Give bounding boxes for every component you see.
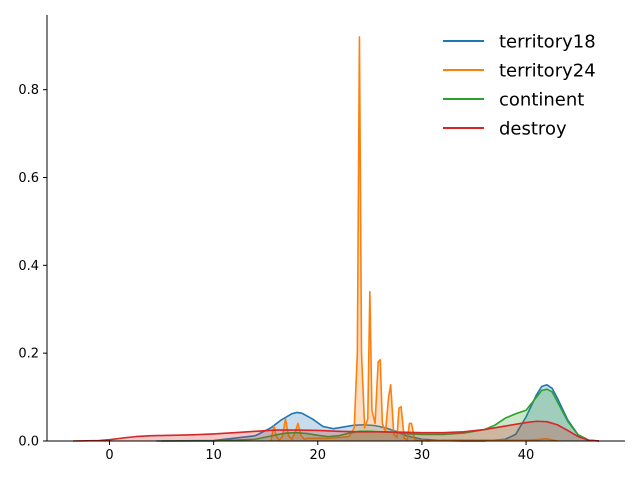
- x-tick-label: 30: [414, 448, 431, 463]
- x-tick-label: 10: [205, 448, 222, 463]
- legend-label-continent: continent: [499, 90, 584, 111]
- y-ticks: 0.0 0.2 0.4 0.6 0.8: [18, 83, 47, 450]
- x-tick-label: 40: [518, 448, 535, 463]
- axes: 0 10 20 30 40 0.0 0.2 0.4 0.6 0.8: [18, 15, 625, 463]
- legend: territory18 territory24 continent destroy: [443, 32, 596, 140]
- series-line-destroy: [73, 420, 600, 442]
- plot-area: [73, 36, 600, 442]
- series-area-territory18: [156, 384, 599, 441]
- y-tick-label: 0.4: [18, 259, 39, 274]
- y-tick-label: 0.8: [18, 83, 39, 98]
- y-tick-label: 0.0: [18, 435, 39, 450]
- series-area-destroy: [73, 421, 599, 441]
- legend-label-destroy: destroy: [499, 119, 567, 140]
- x-tick-label: 20: [310, 448, 327, 463]
- x-tick-label: 0: [105, 448, 113, 463]
- x-ticks: 0 10 20 30 40: [105, 441, 534, 463]
- legend-label-territory18: territory18: [499, 32, 596, 53]
- series-line-continent: [161, 388, 600, 442]
- y-tick-label: 0.2: [18, 347, 39, 362]
- legend-label-territory24: territory24: [499, 61, 596, 82]
- y-tick-label: 0.6: [18, 171, 39, 186]
